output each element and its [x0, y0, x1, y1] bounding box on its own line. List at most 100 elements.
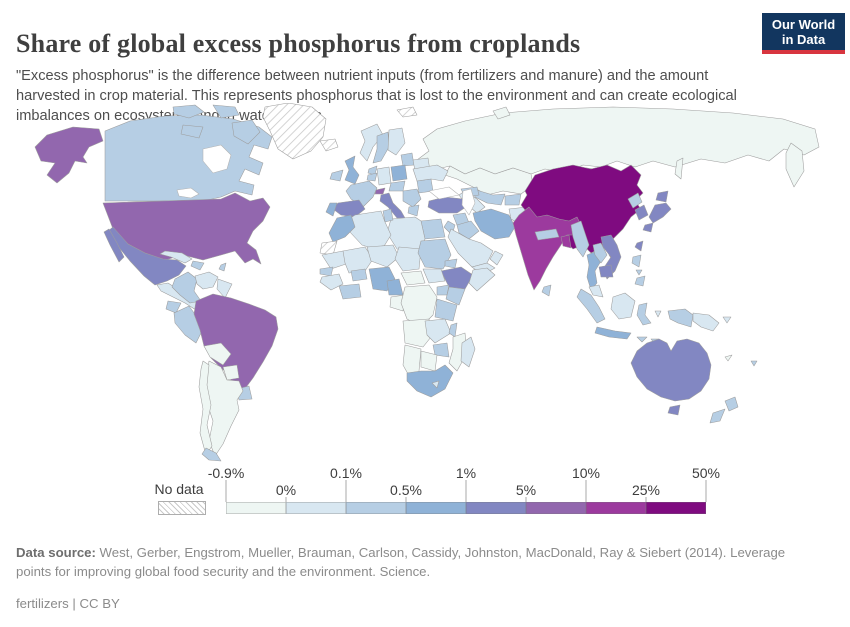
- country-canada[interactable]: [104, 114, 273, 202]
- country-gabon-congo[interactable]: [389, 294, 406, 312]
- country-sri-lanka[interactable]: [541, 284, 552, 297]
- country-kenya[interactable]: [445, 286, 466, 306]
- country-russia[interactable]: [416, 106, 820, 175]
- country-chile-south[interactable]: [201, 447, 222, 462]
- country-russia-sakhalin[interactable]: [674, 157, 684, 180]
- country-novaya-zemlya[interactable]: [492, 106, 511, 120]
- country-united-states-alaska[interactable]: [34, 126, 104, 184]
- country-portugal[interactable]: [325, 202, 338, 217]
- country-peru[interactable]: [173, 305, 204, 344]
- country-south-sudan[interactable]: [422, 268, 446, 284]
- legend-bin[interactable]: [586, 502, 646, 514]
- country-mexico-baja[interactable]: [103, 228, 125, 263]
- country-philippines-luzon[interactable]: [631, 254, 642, 268]
- legend-bin[interactable]: [466, 502, 526, 514]
- legend-bin[interactable]: [226, 502, 286, 514]
- country-oman[interactable]: [489, 250, 504, 266]
- country-guinea[interactable]: [319, 273, 344, 291]
- country-borneo[interactable]: [610, 292, 636, 320]
- country-cambodia[interactable]: [598, 264, 614, 278]
- country-zimbabwe[interactable]: [432, 342, 450, 358]
- country-cameroon[interactable]: [386, 278, 404, 296]
- country-tanzania[interactable]: [434, 298, 458, 322]
- country-north-korea[interactable]: [627, 192, 643, 209]
- country-south-africa[interactable]: [406, 364, 454, 398]
- country-indonesia-sulawesi[interactable]: [636, 302, 652, 326]
- country-new-caledonia[interactable]: [724, 354, 733, 362]
- country-zambia[interactable]: [424, 318, 452, 344]
- license-line[interactable]: fertilizers | CC BY: [16, 595, 120, 611]
- country-japan-hokkaido[interactable]: [655, 190, 669, 203]
- country-burkina-faso[interactable]: [350, 268, 368, 282]
- country-bangladesh[interactable]: [560, 234, 572, 249]
- country-lesotho[interactable]: [431, 380, 440, 389]
- country-niger[interactable]: [366, 244, 400, 268]
- country-kyrgyzstan-tajikistan[interactable]: [504, 193, 522, 206]
- country-fiji[interactable]: [750, 360, 758, 367]
- legend-bin[interactable]: [346, 502, 406, 514]
- country-japan-kyushu[interactable]: [642, 222, 654, 233]
- country-myanmar[interactable]: [570, 220, 590, 258]
- country-sudan[interactable]: [417, 238, 452, 270]
- country-svalbard[interactable]: [396, 106, 418, 118]
- country-philippines-mindanao[interactable]: [634, 275, 646, 287]
- country-nepal[interactable]: [534, 228, 560, 241]
- country-germany[interactable]: [376, 166, 392, 186]
- country-uzbekistan[interactable]: [472, 188, 506, 206]
- country-ethiopia[interactable]: [440, 266, 474, 290]
- country-norway[interactable]: [359, 123, 384, 162]
- country-balkans[interactable]: [402, 188, 422, 208]
- country-russia-kamchatka[interactable]: [785, 142, 805, 188]
- country-new-britain[interactable]: [722, 316, 732, 324]
- country-tasmania[interactable]: [667, 404, 681, 416]
- legend-bin[interactable]: [286, 502, 346, 514]
- country-taiwan[interactable]: [634, 240, 644, 252]
- country-canada-arctic-2[interactable]: [212, 104, 240, 119]
- country-greece[interactable]: [407, 204, 420, 217]
- country-indonesia-lesser-sunda-1[interactable]: [636, 336, 648, 343]
- country-papua-new-guinea[interactable]: [692, 312, 720, 332]
- country-ukraine[interactable]: [412, 164, 449, 182]
- country-finland[interactable]: [387, 127, 406, 156]
- legend-nodata-swatch[interactable]: [158, 501, 206, 515]
- country-bolivia[interactable]: [203, 342, 232, 366]
- country-chad[interactable]: [394, 246, 422, 272]
- legend-bin[interactable]: [526, 502, 586, 514]
- country-indonesia-sumatra[interactable]: [576, 288, 606, 324]
- country-iran[interactable]: [472, 208, 516, 240]
- country-antilles[interactable]: [218, 262, 227, 272]
- country-switzerland[interactable]: [374, 187, 386, 195]
- country-baltic-states[interactable]: [400, 152, 415, 167]
- country-tunisia[interactable]: [382, 208, 394, 223]
- country-united-kingdom[interactable]: [344, 155, 360, 185]
- country-malaysia[interactable]: [588, 284, 604, 298]
- country-new-zealand-north[interactable]: [724, 396, 739, 412]
- country-cuba[interactable]: [159, 250, 193, 264]
- country-senegal[interactable]: [319, 266, 334, 277]
- country-paraguay[interactable]: [222, 364, 240, 381]
- country-australia[interactable]: [630, 338, 712, 402]
- country-czechia-austria[interactable]: [388, 180, 406, 192]
- owid-logo[interactable]: Our World in Data: [762, 13, 845, 54]
- country-iceland[interactable]: [319, 138, 339, 152]
- legend-bin[interactable]: [646, 502, 706, 514]
- country-iraq[interactable]: [456, 220, 480, 240]
- country-madagascar[interactable]: [460, 336, 476, 368]
- country-canada-baffin[interactable]: [231, 119, 261, 145]
- country-philippines-visayas[interactable]: [635, 269, 643, 276]
- country-ivory-coast-ghana[interactable]: [338, 283, 362, 300]
- country-japan-honshu[interactable]: [648, 202, 672, 224]
- country-south-korea[interactable]: [634, 204, 649, 221]
- country-indonesia-papua[interactable]: [667, 308, 694, 328]
- country-poland[interactable]: [390, 164, 408, 182]
- country-indonesia-java[interactable]: [594, 326, 632, 340]
- country-venezuela[interactable]: [194, 271, 219, 290]
- country-ireland[interactable]: [329, 169, 344, 182]
- country-new-zealand-south[interactable]: [709, 408, 726, 424]
- country-sweden[interactable]: [372, 131, 390, 164]
- country-hispaniola[interactable]: [190, 260, 205, 271]
- country-malawi[interactable]: [448, 322, 458, 338]
- country-angola[interactable]: [402, 318, 432, 348]
- country-greenland[interactable]: [262, 103, 327, 160]
- country-indonesia-moluccas[interactable]: [654, 310, 662, 318]
